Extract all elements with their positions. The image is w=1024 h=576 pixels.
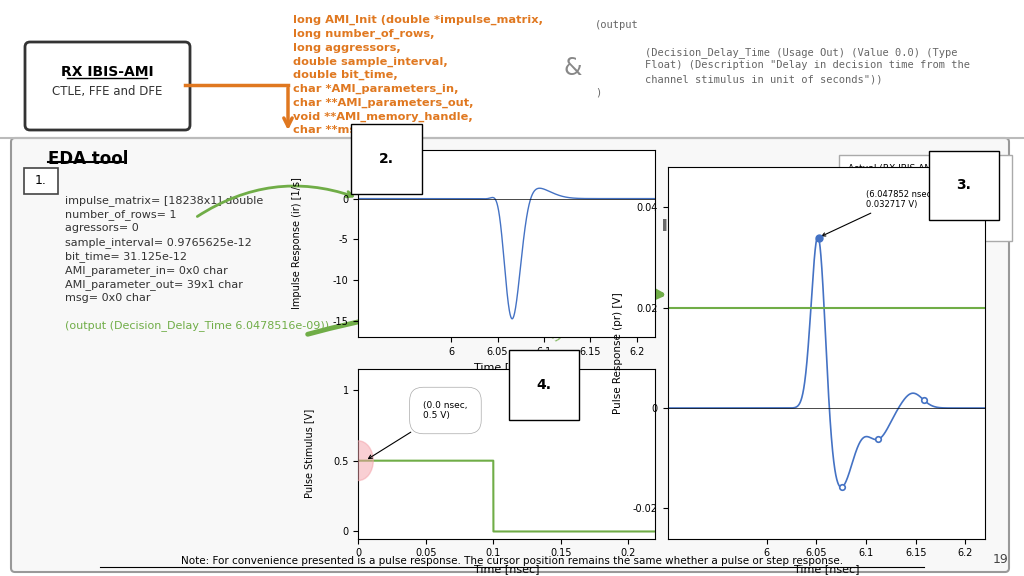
Text: EDA tool: EDA tool	[48, 150, 128, 168]
Text: Unknown to EDA tool: Unknown to EDA tool	[848, 176, 943, 185]
Text: agressors= 0: agressors= 0	[65, 223, 138, 233]
Text: long number_of_rows,: long number_of_rows,	[293, 29, 434, 39]
Text: 1.: 1.	[35, 175, 47, 188]
FancyBboxPatch shape	[24, 168, 58, 194]
Text: CTLE, FFE and DFE: CTLE, FFE and DFE	[52, 85, 162, 98]
X-axis label: Time [nsec]: Time [nsec]	[794, 564, 859, 574]
Text: "Earlier draft": "Earlier draft"	[658, 217, 945, 259]
Text: 4.: 4.	[537, 378, 552, 392]
Text: char **AMI_parameters_out,: char **AMI_parameters_out,	[293, 98, 473, 108]
Text: 2.: 2.	[379, 152, 394, 166]
Text: RX IBIS-AMI: RX IBIS-AMI	[60, 65, 154, 79]
Text: void **AMI_memory_handle,: void **AMI_memory_handle,	[293, 112, 473, 122]
Text: double sample_interval,: double sample_interval,	[293, 56, 447, 67]
Text: bit_time= 31.125e-12: bit_time= 31.125e-12	[65, 251, 187, 262]
Text: msg= 0x0 char: msg= 0x0 char	[65, 293, 151, 303]
X-axis label: Time [nsec]: Time [nsec]	[474, 362, 540, 372]
Text: char **msg): char **msg)	[293, 126, 370, 135]
Text: (Decision_Delay_Time (Usage Out) (Value 0.0) (Type: (Decision_Delay_Time (Usage Out) (Value …	[595, 47, 957, 58]
Text: pr= conv(pulse_stimulus, ir): pr= conv(pulse_stimulus, ir)	[412, 255, 564, 345]
Text: sample_interval= 0.9765625e-12: sample_interval= 0.9765625e-12	[65, 237, 252, 248]
Text: 19: 19	[992, 553, 1008, 566]
Text: $\times10^9$: $\times10^9$	[361, 131, 388, 144]
Text: channel stimulus in unit of seconds")): channel stimulus in unit of seconds"))	[595, 74, 883, 84]
Text: (0.0 nsec,
0.5 V): (0.0 nsec, 0.5 V)	[369, 401, 468, 458]
X-axis label: Time [nsec]: Time [nsec]	[474, 564, 540, 574]
Text: (output: (output	[595, 20, 639, 30]
FancyBboxPatch shape	[25, 42, 190, 130]
Text: Cursor: Cursor	[864, 188, 896, 198]
Text: AMI_parameter_out= 39x1 char: AMI_parameter_out= 39x1 char	[65, 279, 243, 290]
Text: 3.: 3.	[956, 179, 972, 192]
Text: Note: For convenience presented is a pulse response. The cursor position remains: Note: For convenience presented is a pul…	[181, 556, 843, 566]
Text: ): )	[595, 88, 601, 97]
Text: &: &	[564, 56, 583, 80]
Text: long aggressors,: long aggressors,	[293, 43, 400, 52]
Text: (6.047852 nsec,
0.032717 V): (6.047852 nsec, 0.032717 V)	[822, 190, 934, 236]
Ellipse shape	[343, 441, 373, 480]
Y-axis label: Pulse Stimulus [V]: Pulse Stimulus [V]	[304, 409, 313, 498]
Text: Post cursor: Post cursor	[864, 202, 919, 212]
Text: impulse_matrix= [18238x1] double: impulse_matrix= [18238x1] double	[65, 195, 263, 206]
Text: Float) (Description "Delay in decision time from the: Float) (Description "Delay in decision t…	[595, 60, 970, 70]
Text: number_of_rows= 1: number_of_rows= 1	[65, 209, 176, 220]
Text: (output (Decision_Delay_Time 6.0478516e-09)): (output (Decision_Delay_Time 6.0478516e-…	[65, 320, 329, 331]
FancyBboxPatch shape	[11, 138, 1009, 572]
Text: char *AMI_parameters_in,: char *AMI_parameters_in,	[293, 84, 459, 94]
FancyBboxPatch shape	[839, 155, 1012, 241]
Text: double bit_time,: double bit_time,	[293, 70, 397, 81]
Y-axis label: Impulse Response (ir) [1/s]: Impulse Response (ir) [1/s]	[292, 177, 302, 309]
Text: long AMI_Init (double *impulse_matrix,: long AMI_Init (double *impulse_matrix,	[293, 15, 543, 25]
Y-axis label: Pulse Response (pr) [V]: Pulse Response (pr) [V]	[613, 292, 624, 414]
Text: Actual (RX IBIS-AMI),: Actual (RX IBIS-AMI),	[848, 164, 941, 173]
Text: AMI_parameter_in= 0x0 char: AMI_parameter_in= 0x0 char	[65, 265, 227, 276]
